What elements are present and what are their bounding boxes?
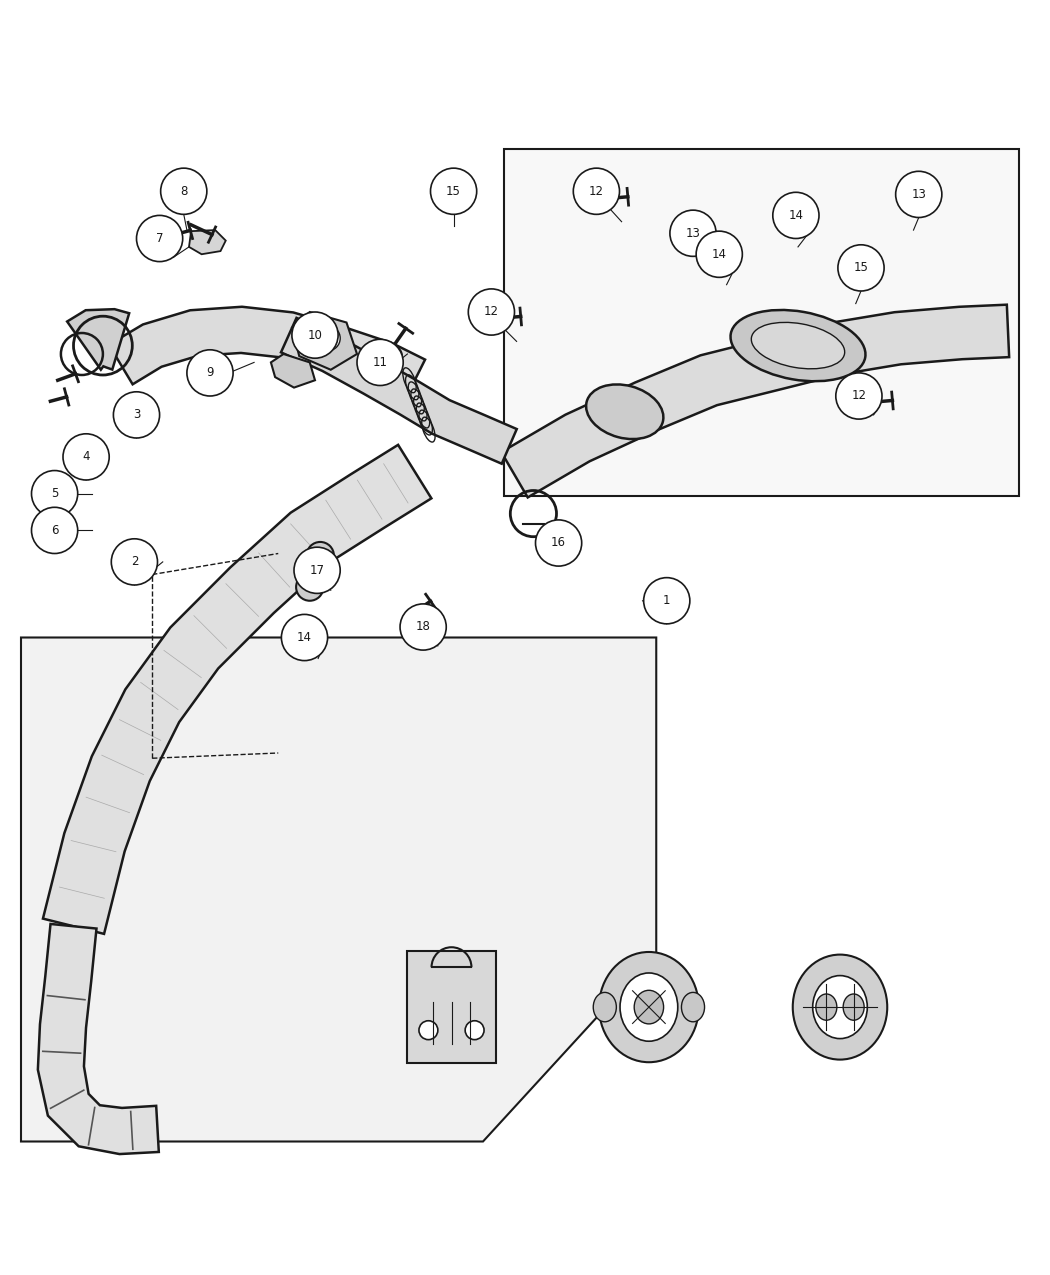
Circle shape xyxy=(357,339,403,385)
Circle shape xyxy=(430,168,477,214)
Ellipse shape xyxy=(593,992,616,1021)
Circle shape xyxy=(573,168,620,214)
Text: 18: 18 xyxy=(416,621,430,634)
Circle shape xyxy=(292,312,338,358)
Text: 5: 5 xyxy=(50,487,59,500)
Text: 16: 16 xyxy=(551,537,566,550)
Circle shape xyxy=(307,542,334,569)
Polygon shape xyxy=(43,445,432,933)
Text: 15: 15 xyxy=(446,185,461,198)
Circle shape xyxy=(136,215,183,261)
FancyBboxPatch shape xyxy=(407,951,496,1063)
Text: 17: 17 xyxy=(310,564,324,576)
Circle shape xyxy=(838,245,884,291)
Ellipse shape xyxy=(731,310,865,381)
Text: 13: 13 xyxy=(911,187,926,201)
Text: 12: 12 xyxy=(589,185,604,198)
Text: 14: 14 xyxy=(297,631,312,644)
Ellipse shape xyxy=(620,973,678,1042)
Text: 10: 10 xyxy=(308,329,322,342)
Text: 13: 13 xyxy=(686,227,700,240)
Circle shape xyxy=(296,574,323,601)
Text: 12: 12 xyxy=(484,306,499,319)
Circle shape xyxy=(381,346,402,367)
Polygon shape xyxy=(504,149,1018,496)
Ellipse shape xyxy=(634,991,664,1024)
Text: 6: 6 xyxy=(50,524,59,537)
Text: 12: 12 xyxy=(852,389,866,403)
Circle shape xyxy=(468,289,514,335)
Ellipse shape xyxy=(598,952,699,1062)
Ellipse shape xyxy=(816,994,837,1020)
Circle shape xyxy=(696,231,742,278)
Polygon shape xyxy=(292,312,357,370)
Circle shape xyxy=(315,325,340,351)
Circle shape xyxy=(465,1021,484,1039)
Text: 3: 3 xyxy=(132,408,141,422)
Circle shape xyxy=(773,193,819,238)
Text: 11: 11 xyxy=(373,356,387,368)
Polygon shape xyxy=(109,307,425,400)
Circle shape xyxy=(294,547,340,593)
Text: 1: 1 xyxy=(663,594,671,607)
Ellipse shape xyxy=(681,992,705,1021)
Ellipse shape xyxy=(843,994,864,1020)
Circle shape xyxy=(400,604,446,650)
Text: 15: 15 xyxy=(854,261,868,274)
Text: 14: 14 xyxy=(712,247,727,261)
Text: 8: 8 xyxy=(180,185,188,198)
Polygon shape xyxy=(38,924,159,1154)
Circle shape xyxy=(32,507,78,553)
Ellipse shape xyxy=(813,975,867,1039)
Circle shape xyxy=(419,1021,438,1039)
Circle shape xyxy=(111,539,158,585)
Polygon shape xyxy=(271,354,315,388)
Circle shape xyxy=(670,210,716,256)
Circle shape xyxy=(32,470,78,516)
Text: 9: 9 xyxy=(206,366,214,380)
Text: 14: 14 xyxy=(789,209,803,222)
Circle shape xyxy=(896,171,942,218)
Ellipse shape xyxy=(793,955,887,1060)
Circle shape xyxy=(63,434,109,479)
Polygon shape xyxy=(21,638,656,1141)
Polygon shape xyxy=(189,230,226,254)
Polygon shape xyxy=(501,305,1009,497)
Ellipse shape xyxy=(586,385,664,439)
Text: 7: 7 xyxy=(155,232,164,245)
Polygon shape xyxy=(281,317,517,464)
Circle shape xyxy=(536,520,582,566)
Polygon shape xyxy=(67,309,129,370)
Circle shape xyxy=(161,168,207,214)
Circle shape xyxy=(281,615,328,660)
Ellipse shape xyxy=(752,323,844,368)
Circle shape xyxy=(187,349,233,397)
Text: 4: 4 xyxy=(82,450,90,463)
Circle shape xyxy=(644,578,690,623)
Circle shape xyxy=(113,391,160,439)
Text: 2: 2 xyxy=(130,556,139,569)
Circle shape xyxy=(836,372,882,419)
